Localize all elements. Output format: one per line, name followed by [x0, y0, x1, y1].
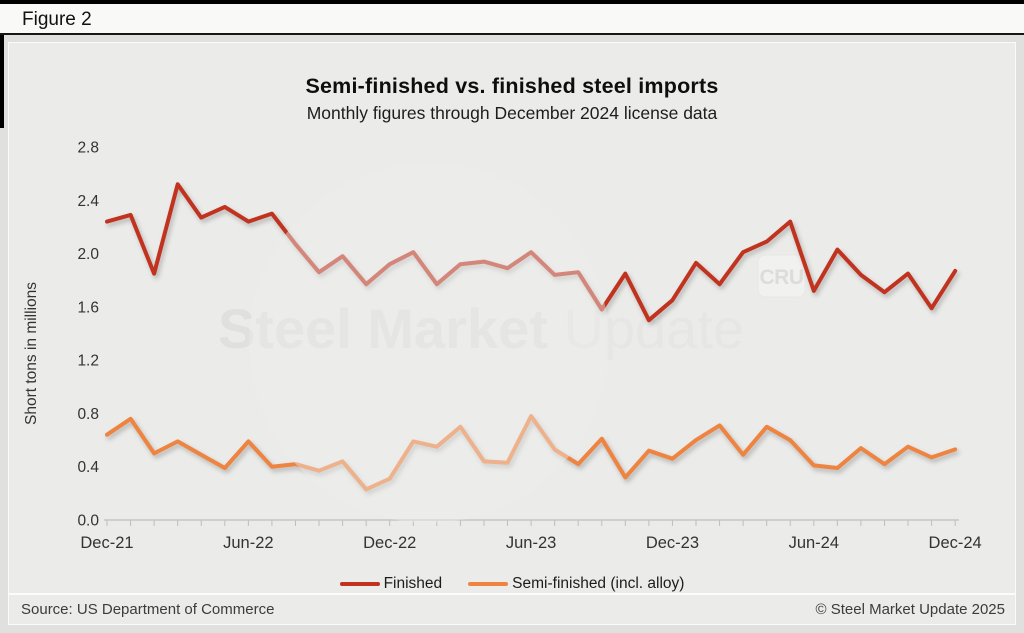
footer: Source: US Department of Commerce © Stee…	[9, 593, 1015, 624]
y-tick-label: 0.4	[77, 459, 99, 476]
legend-label: Finished	[383, 575, 443, 592]
y-tick-label: 1.2	[77, 353, 99, 370]
chart-legend: Finished Semi-finished (incl. alloy)	[9, 573, 1015, 595]
source-note: Source: US Department of Commerce	[21, 601, 275, 618]
window-left-edge	[0, 0, 4, 128]
legend-label: Semi-finished (incl. alloy)	[512, 575, 685, 592]
watermark-globe	[249, 163, 609, 523]
x-tick-label: Jun-22	[223, 534, 273, 552]
y-tick-label: 0.0	[77, 513, 99, 530]
series-line-semi-finished-incl-alloy	[105, 414, 958, 492]
chart-plot: Steel Market Update CRU 0.0 0.4 0.8 1.2 1.6 2.0…	[77, 140, 982, 552]
x-tick-label: Dec-21	[80, 534, 133, 552]
y-tick-label: 2.4	[77, 193, 99, 210]
y-tick-label: 2.8	[77, 140, 99, 157]
x-tick-label: Jun-23	[506, 534, 556, 552]
chart-region: Steel Market Update CRU 0.0 0.4 0.8 1.2 1.6 2.0…	[9, 43, 1015, 593]
legend-line-swatch	[339, 581, 380, 587]
cru-logo-text: CRU	[760, 266, 804, 289]
legend-item: Semi-finished (incl. alloy)	[468, 575, 684, 593]
legend-item: Finished	[339, 575, 443, 593]
watermark-overlay	[249, 163, 609, 523]
chart-panel: Steel Market Update CRU 0.0 0.4 0.8 1.2 1.6 2.0…	[8, 42, 1016, 625]
figure-header: Figure 2	[0, 4, 1024, 33]
x-tick-label: Dec-24	[929, 534, 982, 552]
header-divider	[0, 33, 1024, 35]
chart-title: Semi-finished vs. finished steel imports	[305, 74, 719, 98]
cru-logo-box	[757, 254, 806, 298]
y-axis-label: Short tons in millions	[23, 281, 40, 425]
legend-line-swatch	[468, 581, 509, 587]
watermark-text: Steel Market Update	[218, 297, 744, 360]
y-tick-label: 0.8	[77, 406, 99, 423]
figure-label: Figure 2	[22, 9, 92, 30]
copyright-note: © Steel Market Update 2025	[815, 601, 1006, 618]
x-tick-label: Dec-23	[646, 534, 699, 552]
x-tick-label: Jun-24	[789, 534, 839, 552]
series-line-finished	[105, 182, 958, 323]
window-top-edge	[0, 0, 1024, 4]
y-tick-label: 1.6	[77, 299, 99, 316]
x-tick-label: Dec-22	[363, 534, 416, 552]
y-tick-label: 2.0	[77, 246, 99, 263]
chart-subtitle: Monthly figures through December 2024 li…	[306, 103, 718, 123]
